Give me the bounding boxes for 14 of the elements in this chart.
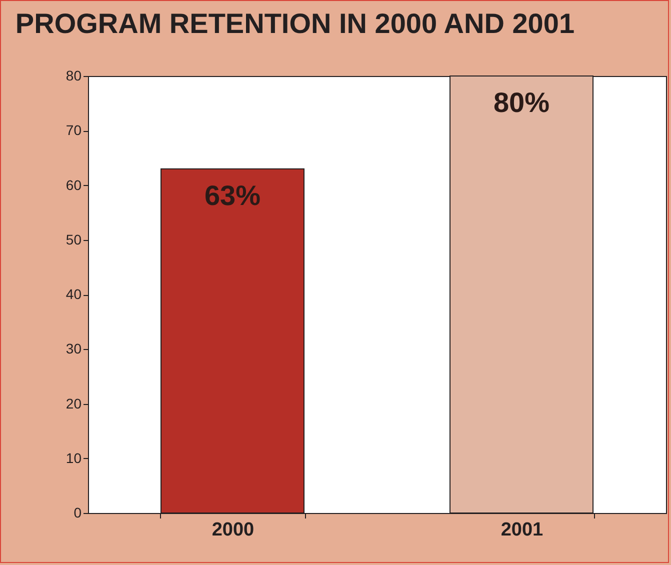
y-tick-label: 10	[66, 450, 82, 466]
y-tick-label: 20	[66, 395, 82, 412]
x-tick-label: 2001	[500, 520, 544, 540]
y-tick-label: 60	[66, 176, 82, 193]
x-tick-label: 2000	[212, 520, 254, 540]
y-tick-label: 50	[66, 231, 82, 248]
y-tick-label: 30	[66, 340, 82, 357]
y-tick-label: 70	[66, 122, 82, 138]
data-label: 80%	[493, 87, 550, 118]
y-tick-label: 40	[66, 286, 82, 302]
chart-title: PROGRAM RETENTION IN 2000 AND 2001	[15, 8, 575, 39]
y-tick-label: 80	[66, 68, 82, 84]
y-tick-label: 0	[74, 504, 82, 520]
data-label: 63%	[204, 180, 261, 211]
